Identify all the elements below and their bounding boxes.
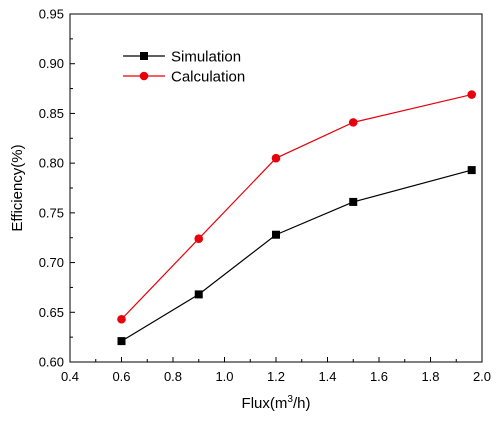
x-tick-label: 2.0 — [473, 369, 491, 384]
y-axis-title: Efficiency(%) — [9, 144, 26, 231]
y-tick-label: 0.85 — [39, 106, 64, 121]
x-axis-title-superscript: 3 — [287, 394, 293, 405]
x-axis-ticks: 0.4 0.6 0.8 1.0 1.2 1.4 1.6 1.8 2.0 — [61, 357, 491, 384]
x-axis-title: Flux(m3/h) — [242, 394, 311, 412]
simulation-point — [272, 230, 280, 239]
simulation-point — [194, 290, 203, 299]
calculation-point — [117, 314, 126, 324]
calculation-point — [271, 153, 281, 163]
y-tick-label: 0.90 — [39, 56, 64, 71]
plot-frame — [69, 13, 483, 363]
y-tick-label: 0.65 — [39, 305, 64, 320]
simulation-point — [467, 166, 476, 175]
x-tick-label: 0.6 — [112, 369, 130, 384]
y-tick-label: 0.80 — [39, 156, 64, 171]
legend-marker-calculation — [139, 71, 149, 81]
legend-marker-simulation — [140, 52, 148, 60]
simulation-series-line — [121, 169, 472, 342]
legend-label-calculation: Calculation — [171, 69, 245, 86]
x-tick-label: 1.2 — [267, 369, 285, 384]
y-axis-ticks: 0.60 0.65 0.70 0.75 0.80 0.85 0.90 0.95 — [39, 7, 75, 370]
y-tick-label: 0.70 — [39, 255, 64, 270]
x-axis-title-end: /h) — [293, 395, 311, 412]
simulation-point — [349, 197, 358, 206]
y-tick-label: 0.95 — [39, 7, 64, 22]
calculation-point — [467, 90, 477, 99]
x-tick-label: 1.4 — [318, 369, 336, 384]
calculation-series-line — [121, 93, 472, 320]
calculation-point — [194, 234, 204, 244]
x-tick-label: 1.6 — [370, 369, 388, 384]
x-tick-label: 0.8 — [164, 369, 182, 384]
y-tick-label: 0.60 — [39, 355, 64, 370]
x-tick-label: 0.4 — [61, 369, 79, 384]
y-tick-label: 0.75 — [39, 205, 64, 220]
calculation-point — [348, 118, 358, 127]
x-tick-label: 1.0 — [215, 369, 233, 384]
legend: Simulation Calculation — [123, 49, 245, 86]
simulation-point — [117, 337, 126, 346]
legend-label-simulation: Simulation — [171, 49, 241, 66]
x-tick-label: 1.8 — [421, 369, 439, 384]
series-layer — [117, 90, 477, 346]
x-axis-title-main: Flux(m — [242, 395, 288, 412]
